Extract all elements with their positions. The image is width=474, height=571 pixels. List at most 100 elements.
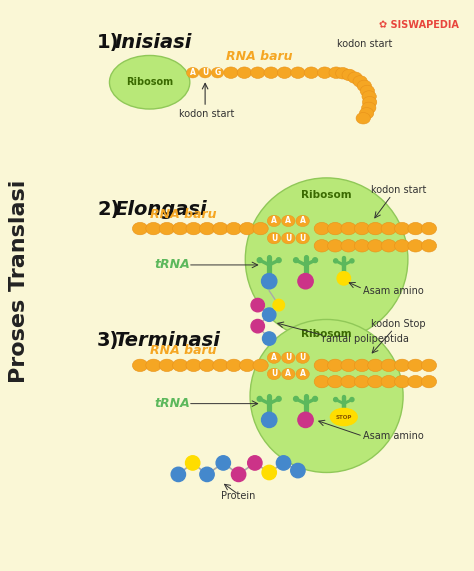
Circle shape <box>251 299 264 312</box>
Circle shape <box>293 396 298 401</box>
Ellipse shape <box>304 67 319 78</box>
Text: Proses Translasi: Proses Translasi <box>9 179 28 383</box>
Circle shape <box>266 274 272 279</box>
Ellipse shape <box>146 222 161 235</box>
Ellipse shape <box>291 67 305 78</box>
Ellipse shape <box>408 222 423 235</box>
Ellipse shape <box>200 222 215 235</box>
Circle shape <box>298 274 313 289</box>
Text: U: U <box>271 369 277 379</box>
Text: A: A <box>285 369 291 379</box>
Text: A: A <box>300 216 306 226</box>
Text: Protein: Protein <box>221 492 256 501</box>
Ellipse shape <box>226 359 241 372</box>
Text: A: A <box>285 216 291 226</box>
Circle shape <box>262 412 277 428</box>
Ellipse shape <box>251 67 265 78</box>
Circle shape <box>263 332 276 345</box>
Ellipse shape <box>381 375 396 388</box>
Ellipse shape <box>357 80 372 91</box>
Circle shape <box>313 396 318 401</box>
Ellipse shape <box>224 67 238 78</box>
Ellipse shape <box>159 222 174 235</box>
Ellipse shape <box>394 240 410 252</box>
Circle shape <box>350 259 354 263</box>
Ellipse shape <box>342 69 356 81</box>
Text: kodon start: kodon start <box>371 186 426 195</box>
Circle shape <box>303 412 309 418</box>
Circle shape <box>257 258 262 263</box>
Text: Ribosom: Ribosom <box>301 190 352 200</box>
Circle shape <box>248 456 262 470</box>
Ellipse shape <box>213 222 228 235</box>
Ellipse shape <box>226 222 241 235</box>
Ellipse shape <box>264 67 278 78</box>
Text: Ribosom: Ribosom <box>301 329 352 339</box>
Circle shape <box>273 299 284 311</box>
Ellipse shape <box>132 359 148 372</box>
Ellipse shape <box>355 359 370 372</box>
Ellipse shape <box>186 222 201 235</box>
Circle shape <box>341 272 346 277</box>
Ellipse shape <box>296 368 310 380</box>
Ellipse shape <box>341 240 356 252</box>
Text: A: A <box>271 353 277 362</box>
Ellipse shape <box>362 91 376 102</box>
Ellipse shape <box>381 222 396 235</box>
Text: A: A <box>271 216 277 226</box>
Ellipse shape <box>381 359 396 372</box>
Ellipse shape <box>348 72 362 83</box>
Text: 3): 3) <box>97 331 119 350</box>
Ellipse shape <box>267 368 281 380</box>
Ellipse shape <box>282 368 295 380</box>
Ellipse shape <box>296 352 310 363</box>
Circle shape <box>200 467 214 481</box>
Circle shape <box>231 467 246 481</box>
Ellipse shape <box>173 359 188 372</box>
Text: 2): 2) <box>97 200 119 219</box>
Ellipse shape <box>368 222 383 235</box>
Text: STOP: STOP <box>336 415 352 420</box>
Text: U: U <box>285 234 292 243</box>
Ellipse shape <box>296 215 310 227</box>
Circle shape <box>298 412 313 428</box>
Ellipse shape <box>132 222 148 235</box>
Ellipse shape <box>211 67 224 78</box>
Text: RNA baru: RNA baru <box>150 344 216 356</box>
Text: Elongasi: Elongasi <box>114 200 207 219</box>
Text: Asam amino: Asam amino <box>363 286 424 296</box>
Ellipse shape <box>296 232 310 244</box>
Text: A: A <box>300 369 306 379</box>
Ellipse shape <box>341 375 356 388</box>
Circle shape <box>341 411 346 416</box>
Text: kodon start: kodon start <box>337 39 392 49</box>
Circle shape <box>171 467 185 481</box>
Ellipse shape <box>394 359 410 372</box>
Circle shape <box>245 178 408 340</box>
Ellipse shape <box>109 55 190 109</box>
Circle shape <box>313 258 318 263</box>
Text: Ribosom: Ribosom <box>126 77 173 87</box>
Ellipse shape <box>318 67 332 78</box>
Ellipse shape <box>381 240 396 252</box>
Ellipse shape <box>253 359 268 372</box>
Text: tRNA: tRNA <box>155 259 190 271</box>
Text: Asam amino: Asam amino <box>363 431 424 441</box>
Ellipse shape <box>360 85 374 96</box>
Ellipse shape <box>329 67 343 78</box>
Ellipse shape <box>362 102 376 114</box>
Text: U: U <box>285 353 292 362</box>
Ellipse shape <box>421 222 437 235</box>
Text: U: U <box>300 234 306 243</box>
Text: U: U <box>202 68 208 77</box>
Ellipse shape <box>253 222 268 235</box>
Ellipse shape <box>328 359 343 372</box>
Circle shape <box>263 308 276 321</box>
Ellipse shape <box>199 67 211 78</box>
Ellipse shape <box>368 240 383 252</box>
Circle shape <box>262 274 277 289</box>
Ellipse shape <box>314 222 329 235</box>
Ellipse shape <box>363 96 377 108</box>
Text: Inisiasi: Inisiasi <box>114 33 191 51</box>
Ellipse shape <box>328 240 343 252</box>
